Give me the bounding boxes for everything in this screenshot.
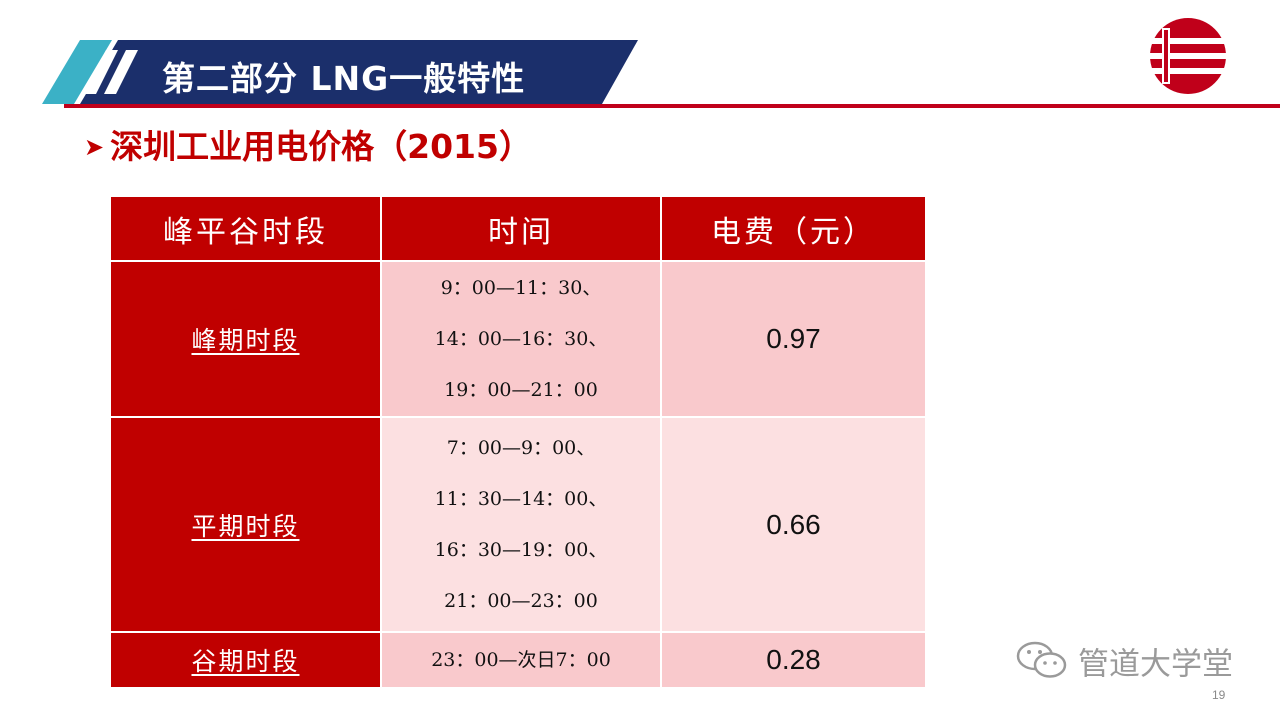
time-range: 14：00—16：30、 bbox=[434, 327, 608, 350]
time-range: 9：00—11：30、 bbox=[440, 276, 602, 299]
header-period: 峰平谷时段 bbox=[109, 195, 382, 262]
time-cell: 23：00—次日7：00 bbox=[380, 631, 662, 689]
period-cell: 谷期时段 bbox=[109, 631, 382, 689]
price-cell: 0.28 bbox=[660, 631, 927, 689]
wechat-watermark: 管道大学堂 bbox=[1016, 640, 1233, 684]
watermark-text: 管道大学堂 bbox=[1078, 646, 1233, 683]
time-cell: 7：00—9：00、 11：30—14：00、 16：30—19：00、 21：… bbox=[380, 416, 662, 633]
period-label: 峰期时段 bbox=[191, 326, 300, 355]
header-time: 时间 bbox=[380, 195, 662, 262]
table-row-valley: 谷期时段 23：00—次日7：00 0.28 bbox=[109, 631, 927, 689]
period-label: 谷期时段 bbox=[191, 647, 300, 676]
slide-subtitle: ➤ 深圳工业用电价格（2015） bbox=[84, 122, 532, 172]
time-range: 19：00—21：00 bbox=[444, 378, 598, 401]
subtitle-text: 深圳工业用电价格（2015） bbox=[110, 127, 532, 166]
page-number: 19 bbox=[1212, 688, 1226, 702]
table-header-row: 峰平谷时段 时间 电费（元） bbox=[109, 195, 927, 262]
time-range: 16：30—19：00、 bbox=[434, 538, 608, 561]
time-cell: 9：00—11：30、 14：00—16：30、 19：00—21：00 bbox=[380, 260, 662, 418]
period-label: 平期时段 bbox=[191, 511, 300, 541]
header-divider bbox=[64, 104, 1280, 108]
wechat-icon bbox=[1016, 640, 1068, 692]
time-range: 23：00—次日7：00 bbox=[431, 649, 611, 671]
table-row-flat: 平期时段 7：00—9：00、 11：30—14：00、 16：30—19：00… bbox=[109, 416, 927, 633]
price-cell: 0.66 bbox=[660, 416, 927, 633]
electricity-price-table: 峰平谷时段 时间 电费（元） 峰期时段 9：00—11：30、 14：00—16… bbox=[109, 195, 927, 689]
banner-shape bbox=[42, 40, 638, 104]
company-logo-icon bbox=[1148, 16, 1228, 96]
time-range: 11：30—14：00、 bbox=[434, 487, 608, 510]
table-row-peak: 峰期时段 9：00—11：30、 14：00—16：30、 19：00—21：0… bbox=[109, 260, 927, 418]
header-price: 电费（元） bbox=[660, 195, 927, 262]
time-range: 21：00—23：00 bbox=[444, 589, 598, 612]
bullet-arrow-icon: ➤ bbox=[84, 133, 105, 161]
section-title: 第二部分 LNG一般特性 bbox=[162, 59, 526, 98]
header-banner: 第二部分 LNG一般特性 bbox=[0, 0, 1280, 110]
price-cell: 0.97 bbox=[660, 260, 927, 418]
time-range: 7：00—9：00、 bbox=[446, 436, 596, 459]
period-cell: 峰期时段 bbox=[109, 260, 382, 418]
period-cell: 平期时段 bbox=[109, 416, 382, 633]
